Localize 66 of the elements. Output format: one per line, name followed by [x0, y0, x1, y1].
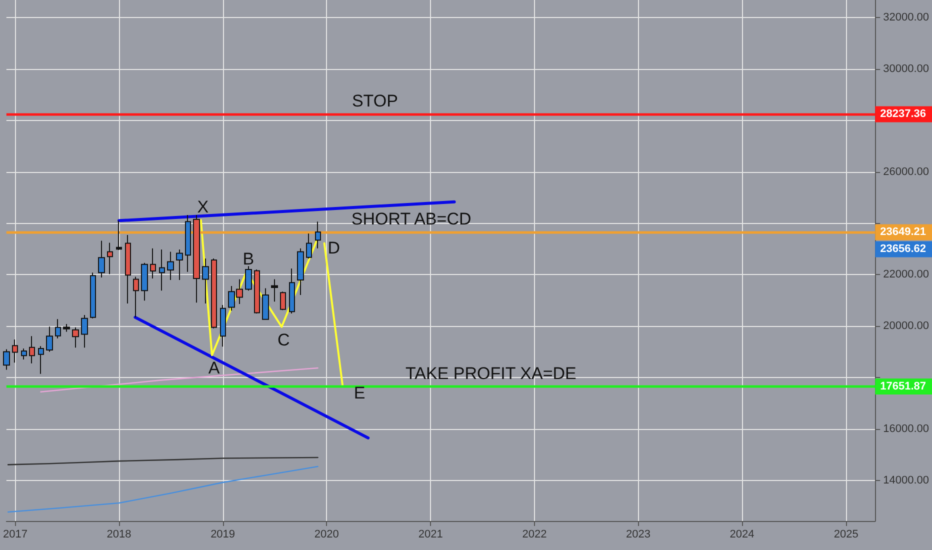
ref-line-label: 17651.87 [880, 380, 926, 392]
x-tick-label: 2022 [522, 528, 547, 540]
candlestick [150, 248, 156, 279]
candlestick [306, 233, 312, 259]
candlestick [315, 221, 321, 249]
text: 23656.62 [880, 243, 926, 256]
x-tick-label: 2024 [730, 528, 754, 540]
candlestick [202, 258, 209, 304]
candlestick [159, 248, 165, 292]
y-tick-label: 20000.00 [883, 320, 930, 332]
annotation: A [208, 358, 220, 378]
annotation: E [354, 383, 366, 402]
y-tick-label: 14000.00 [883, 474, 930, 486]
line-series [7, 456, 318, 466]
candlestick [125, 234, 131, 304]
candlestick [46, 326, 53, 352]
candlestick [220, 304, 226, 348]
line-series [7, 466, 318, 513]
x-tick-label: 2021 [418, 528, 443, 540]
candlestick [245, 266, 252, 292]
annotation: STOP [352, 92, 398, 111]
candlestick [280, 291, 286, 311]
annotation: D [328, 238, 340, 258]
annotation: C [278, 330, 290, 350]
x-tick-label: 2019 [210, 528, 236, 540]
candlestick [193, 214, 200, 304]
x-tick-label: 2025 [834, 528, 858, 540]
y-tick-label: 22000.00 [883, 268, 930, 281]
candlestick [116, 220, 122, 250]
candlestick [262, 288, 269, 320]
annotation: X [197, 198, 209, 217]
candlestick [254, 269, 260, 314]
candlestick [176, 248, 183, 281]
annotation: SHORT AB=CD [351, 210, 472, 229]
x-tick-label: 2020 [314, 528, 339, 540]
candlestick [211, 258, 217, 329]
candlestick [185, 214, 191, 272]
y-tick-label: 30000.00 [883, 62, 930, 75]
x-tick-label: 2018 [106, 528, 132, 540]
ref-line-label: 28237.36 [880, 108, 926, 120]
candlestick [90, 272, 96, 319]
candlestick [63, 324, 70, 332]
candlestick [12, 338, 18, 364]
candlestick [72, 326, 79, 348]
candlestick [167, 251, 174, 281]
ref-line-label: 23649.21 [880, 226, 926, 238]
candlestick [107, 242, 113, 275]
annotation: B [242, 249, 254, 268]
candlestick [29, 336, 35, 364]
y-tick-label: 32000.00 [883, 11, 930, 24]
x-tick-label: 2023 [626, 528, 650, 540]
candlestick [297, 248, 304, 296]
y-tick-label: 16000.00 [883, 422, 930, 435]
candlestick [21, 348, 27, 360]
candlestick [3, 348, 10, 370]
candlestick [133, 276, 139, 318]
candlestick [289, 268, 295, 314]
candlestick [141, 262, 148, 302]
x-tick-label: 2017 [2, 528, 28, 540]
candlestick [55, 318, 61, 339]
candlestick [38, 346, 44, 374]
y-tick-label: 26000.00 [883, 166, 930, 178]
annotation: TAKE PROFIT XA=DE [406, 364, 576, 383]
candlestick [81, 314, 88, 348]
candlestick [271, 278, 278, 302]
candlestick [98, 240, 105, 278]
